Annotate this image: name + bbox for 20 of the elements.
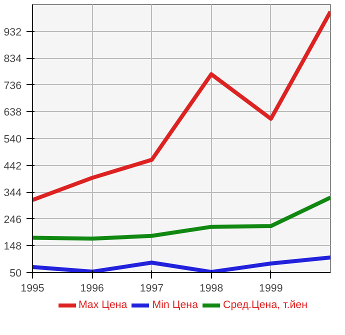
- legend-label: Сред.Цена, т.йен: [223, 299, 308, 311]
- legend-label: Max Цена: [78, 299, 128, 311]
- line-series: [32, 196, 330, 241]
- y-tick-label: 442: [4, 160, 22, 172]
- x-tick-label: 1999: [259, 282, 283, 294]
- y-tick-label: 50: [10, 268, 22, 280]
- legend-label: Min Цена: [152, 299, 198, 311]
- y-tick-label: 638: [4, 106, 22, 119]
- y-tick-label: 736: [4, 80, 22, 92]
- y-tick-label: 344: [4, 187, 22, 200]
- x-tick-label: 1998: [199, 282, 224, 294]
- y-tick-label: 932: [4, 26, 22, 38]
- x-tick-label: 1996: [80, 282, 104, 294]
- y-tick-label: 246: [4, 214, 22, 226]
- x-tick-label: 1995: [20, 282, 44, 294]
- line-series: [32, 10, 330, 202]
- x-tick-label: 1997: [140, 282, 164, 294]
- y-tick-label: 148: [4, 240, 22, 253]
- y-tick-label: 834: [4, 53, 22, 66]
- y-tick-label: 540: [4, 134, 22, 146]
